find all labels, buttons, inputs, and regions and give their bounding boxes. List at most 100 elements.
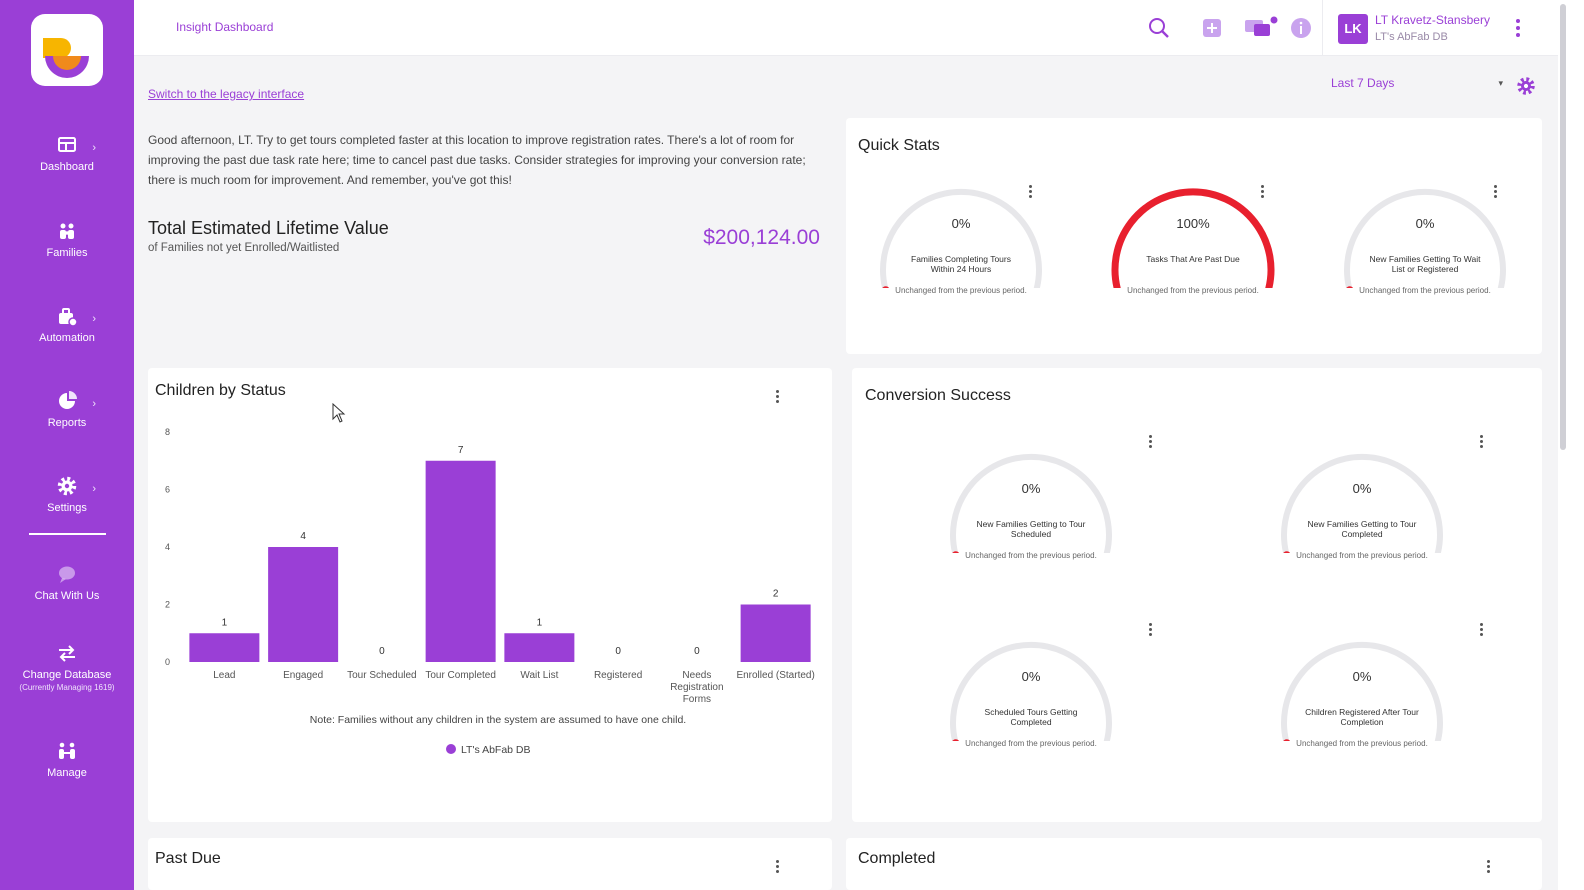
children-card-menu-kebab[interactable] — [772, 388, 782, 408]
chevron-right-icon: › — [92, 142, 96, 154]
gauge-menu-kebab[interactable] — [1476, 433, 1486, 453]
chevron-right-icon: › — [92, 483, 96, 495]
gauge-value: 100% — [1176, 216, 1210, 231]
sidebar-item-label: Automation — [39, 332, 95, 344]
gauge-label: Tasks That Are Past Due — [1146, 254, 1240, 264]
gauge-note: Unchanged from the previous period. — [965, 551, 1097, 560]
quick-stats-gauge: 0% Families Completing Tours Within 24 Ho… — [866, 178, 1056, 308]
dashboard-icon — [58, 137, 76, 152]
manage-icon — [59, 742, 75, 759]
completed-card: Completed — [846, 838, 1542, 890]
children-by-status-title: Children by Status — [155, 382, 286, 399]
gauge-menu-kebab[interactable] — [1145, 433, 1155, 453]
ltv-title: Total Estimated Lifetime Value — [148, 218, 389, 238]
sidebar-item-label: Dashboard — [40, 161, 94, 173]
gauge-menu-kebab[interactable] — [1476, 621, 1486, 641]
info-icon[interactable] — [1289, 16, 1313, 40]
user-database: LT's AbFab DB — [1375, 31, 1448, 43]
past-due-title: Past Due — [155, 850, 221, 867]
conversion-success-card: Conversion Success — [852, 368, 1542, 822]
sidebar-item-change-database[interactable]: Change Database (Currently Managing 1619) — [0, 642, 134, 712]
sidebar-item-settings[interactable]: Settings › — [0, 475, 134, 545]
bar-data-label: 0 — [694, 646, 700, 657]
sidebar-item-families[interactable]: Families — [0, 220, 134, 290]
completed-menu-kebab[interactable] — [1483, 858, 1493, 878]
add-icon[interactable] — [1200, 16, 1224, 40]
automation-icon — [59, 308, 78, 327]
app-logo[interactable] — [31, 14, 103, 86]
bar[interactable] — [504, 633, 575, 662]
mouse-cursor-icon — [332, 403, 346, 423]
gauge-menu-kebab[interactable] — [1257, 183, 1267, 203]
sidebar-item-label: Reports — [47, 417, 87, 429]
conversion-gauge: 0% New Families Getting to Tour Scheduled… — [936, 443, 1126, 573]
gear-icon — [57, 476, 77, 496]
sidebar-item-label: Settings — [47, 502, 87, 514]
quick-stats-gauge: 0% New Families Getting To Wait List or R… — [1330, 178, 1520, 308]
bar-data-label: 0 — [615, 646, 621, 657]
sidebar-item-manage[interactable]: Manage — [0, 740, 134, 810]
gauge-note: Unchanged from the previous period. — [895, 286, 1027, 295]
gauge-menu-kebab[interactable] — [1025, 183, 1035, 203]
sidebar-item-label: Change Database — [22, 669, 112, 681]
chat-icon — [59, 566, 75, 583]
bar-data-label: 1 — [222, 617, 228, 628]
bar[interactable] — [268, 547, 339, 662]
avatar[interactable]: LK — [1338, 14, 1368, 44]
gauge-label: New Families Getting to Tour Completed — [1307, 519, 1417, 539]
gauge-menu-kebab[interactable] — [1490, 183, 1500, 203]
ltv-subtitle: of Families not yet Enrolled/Waitlisted — [148, 242, 340, 254]
bar-data-label: 4 — [300, 531, 306, 542]
x-tick-label: Registered — [593, 670, 643, 681]
bar[interactable] — [740, 604, 811, 663]
date-range-value: Last 7 Days — [1331, 76, 1395, 90]
gauge-value: 0% — [1415, 216, 1435, 231]
chevron-right-icon: › — [92, 313, 96, 325]
y-tick-label: 0 — [165, 657, 170, 667]
y-tick-label: 2 — [165, 600, 170, 610]
date-range-select[interactable]: Last 7 Days ▾ — [1331, 76, 1505, 96]
scrollbar-thumb[interactable] — [1560, 4, 1566, 450]
dashboard-settings-gear-icon[interactable] — [1516, 76, 1536, 96]
gauge-value: 0% — [1021, 481, 1041, 496]
bar-data-label: 2 — [773, 589, 779, 600]
legacy-interface-link[interactable]: Switch to the legacy interface — [148, 87, 305, 101]
gauge-menu-kebab[interactable] — [1145, 621, 1155, 641]
swap-icon — [59, 645, 75, 662]
bar[interactable] — [189, 633, 260, 662]
sidebar-item-chat-with-us[interactable]: Chat With Us — [0, 563, 134, 633]
conversion-gauge: 0% New Families Getting to Tour Completed… — [1267, 443, 1457, 573]
conversion-gauge: 0% Scheduled Tours Getting Completed Uncha… — [936, 631, 1126, 761]
families-icon — [60, 223, 74, 239]
sidebar: Dashboard › Families Automation › Reports › Set… — [0, 0, 134, 890]
past-due-card: Past Due — [148, 838, 832, 890]
ltv-value: $200,124.00 — [703, 226, 820, 249]
children-by-status-chart: 0 2 4 6 8 1 4 0 7 1 0 0 2 — [165, 427, 811, 667]
gauge-value: 0% — [951, 216, 971, 231]
breadcrumb[interactable]: Insight Dashboard — [176, 20, 274, 34]
reports-icon — [59, 391, 77, 409]
sidebar-item-dashboard[interactable]: Dashboard › — [0, 134, 134, 204]
user-name[interactable]: LT Kravetz-Stansbery — [1375, 13, 1490, 27]
sidebar-item-automation[interactable]: Automation › — [0, 305, 134, 375]
chevron-right-icon: › — [92, 398, 96, 410]
chart-legend[interactable]: LT's AbFab DB — [446, 744, 531, 756]
messages-icon[interactable] — [1244, 16, 1278, 40]
sidebar-item-label: Chat With Us — [34, 590, 100, 602]
past-due-menu-kebab[interactable] — [772, 858, 782, 878]
greeting-message: Good afternoon, LT. Try to get tours com… — [148, 133, 806, 187]
search-icon[interactable] — [1147, 16, 1171, 40]
bar[interactable] — [425, 460, 496, 662]
user-menu-kebab-icon[interactable] — [1512, 16, 1524, 40]
gauge-label: New Families Getting to Tour Scheduled — [976, 519, 1086, 539]
user-separator — [1322, 0, 1323, 56]
gauge-label: Families Completing Tours Within 24 Hour… — [911, 254, 1011, 274]
gauge-arc — [950, 641, 1112, 741]
x-tick-label: Engaged — [283, 670, 324, 681]
sidebar-item-reports[interactable]: Reports › — [0, 390, 134, 460]
gauge-value: 0% — [1352, 669, 1372, 684]
gauge-note: Unchanged from the previous period. — [1296, 739, 1428, 748]
x-tick-label: Lead — [213, 670, 236, 681]
x-tick-label: Tour Scheduled — [347, 670, 417, 681]
gauge-note: Unchanged from the previous period. — [965, 739, 1097, 748]
